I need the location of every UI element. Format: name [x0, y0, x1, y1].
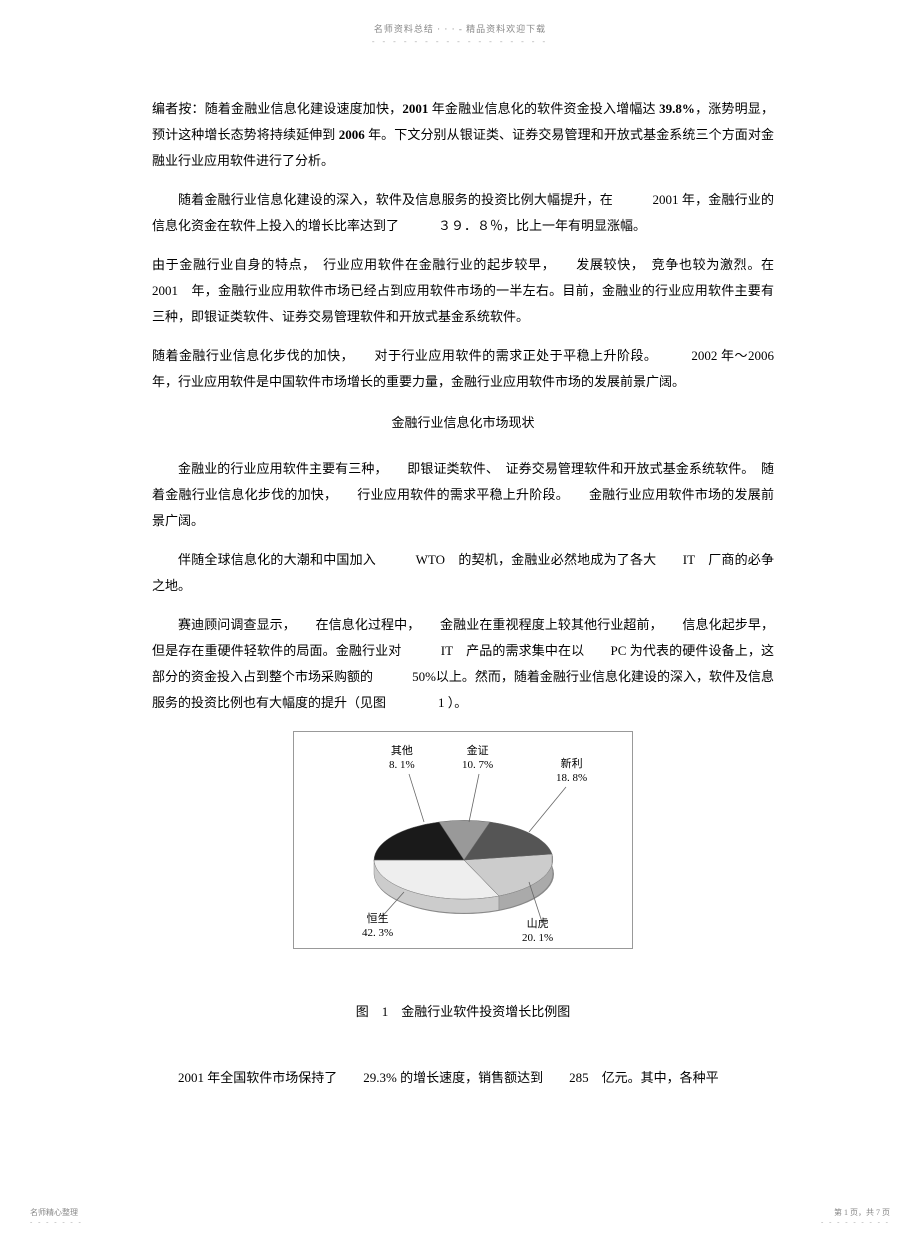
- footer-left-text: 名师精心整理: [30, 1207, 83, 1218]
- pie-chart-figure: 其他 8. 1% 金证 10. 7% 新利 18. 8% 山虎 20. 1% 恒…: [293, 731, 633, 949]
- p1-text1: 编者按：随着金融业信息化建设速度加快，: [152, 101, 402, 116]
- footer-right: 第 1 页，共 7 页 - - - - - - - - -: [821, 1207, 890, 1226]
- paragraph-2: 随着金融行业信息化建设的深入，软件及信息服务的投资比例大幅提升，在 2001 年…: [152, 187, 774, 239]
- label-shanhu: 山虎 20. 1%: [522, 917, 553, 946]
- header-text: 名师资料总结 · · · - 精品资料欢迎下载: [0, 22, 920, 35]
- label-qita: 其他 8. 1%: [389, 744, 415, 773]
- p1-bold1: 2001: [402, 101, 428, 116]
- pie-slices: [374, 820, 553, 899]
- footer-right-dots: - - - - - - - - -: [821, 1218, 890, 1226]
- label-xinli: 新利 18. 8%: [556, 757, 587, 786]
- chart-caption: 图 1 金融行业软件投资增长比例图: [152, 999, 774, 1025]
- p1-text2: 年金融业信息化的软件资金投入增幅达: [428, 101, 659, 116]
- label-hengsheng: 恒生 42. 3%: [362, 912, 393, 941]
- paragraph-3: 由于金融行业自身的特点， 行业应用软件在金融行业的起步较早， 发展较快， 竞争也…: [152, 252, 774, 330]
- paragraph-8: 2001 年全国软件市场保持了 29.3% 的增长速度，销售额达到 285 亿元…: [152, 1065, 774, 1091]
- label-jinzheng: 金证 10. 7%: [462, 744, 493, 773]
- paragraph-5: 金融业的行业应用软件主要有三种， 即银证类软件、 证券交易管理软件和开放式基金系…: [152, 456, 774, 534]
- footer-right-text: 第 1 页，共 7 页: [821, 1207, 890, 1218]
- paragraph-4: 随着金融行业信息化步伐的加快， 对于行业应用软件的需求正处于平稳上升阶段。 20…: [152, 343, 774, 395]
- paragraph-1: 编者按：随着金融业信息化建设速度加快，2001 年金融业信息化的软件资金投入增幅…: [152, 96, 774, 174]
- page-header: 名师资料总结 · · · - 精品资料欢迎下载 - - - - - - - - …: [0, 22, 920, 46]
- paragraph-6: 伴随全球信息化的大潮和中国加入 WTO 的契机，金融业必然地成为了各大 IT 厂…: [152, 547, 774, 599]
- header-dots: - - - - - - - - - - - - - - - - -: [0, 37, 920, 46]
- paragraph-7: 赛迪顾问调查显示， 在信息化过程中， 金融业在重视程度上较其他行业超前， 信息化…: [152, 612, 774, 716]
- footer-left: 名师精心整理 - - - - - - -: [30, 1207, 83, 1226]
- p1-bold3: 2006: [339, 127, 365, 142]
- footer-left-dots: - - - - - - -: [30, 1218, 83, 1226]
- document-content: 编者按：随着金融业信息化建设速度加快，2001 年金融业信息化的软件资金投入增幅…: [152, 96, 774, 1104]
- section-title: 金融行业信息化市场现状: [152, 410, 774, 436]
- p1-bold2: 39.8%: [659, 101, 695, 116]
